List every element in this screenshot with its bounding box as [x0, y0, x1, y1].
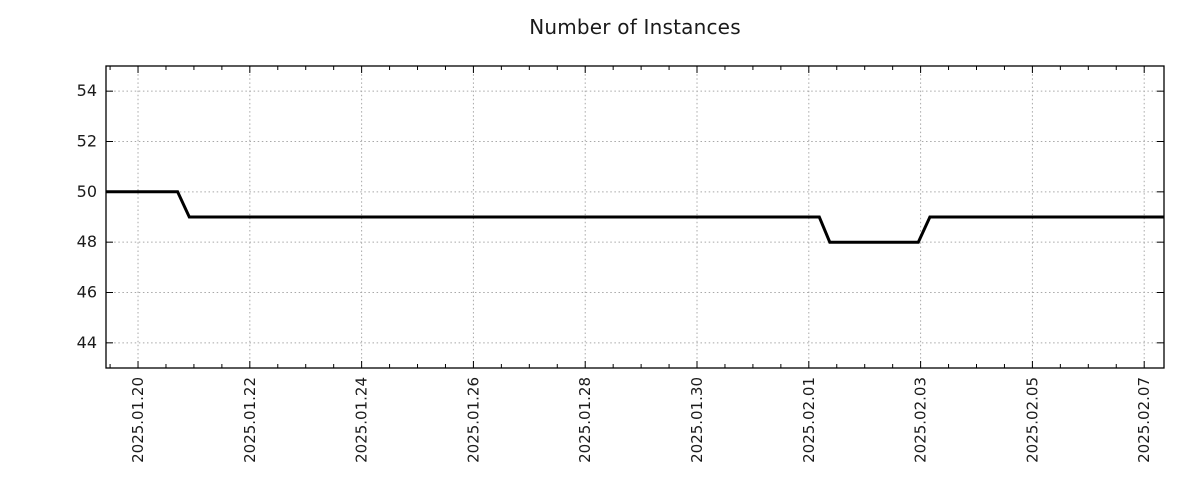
- y-tick-label: 50: [77, 182, 97, 201]
- x-tick-label: 2025.01.24: [353, 377, 371, 463]
- x-tick-label: 2025.01.20: [129, 377, 147, 463]
- x-tick-label: 2025.02.03: [912, 377, 930, 463]
- chart-title: Number of Instances: [529, 15, 741, 39]
- x-tick-label: 2025.01.30: [688, 377, 706, 463]
- x-tick-label: 2025.02.07: [1135, 377, 1153, 463]
- y-tick-label: 46: [77, 283, 97, 302]
- x-tick-label: 2025.02.05: [1023, 377, 1041, 463]
- x-tick-label: 2025.01.26: [464, 377, 482, 463]
- x-tick-label: 2025.02.01: [800, 377, 818, 463]
- x-tick-label: 2025.01.28: [576, 377, 594, 463]
- y-tick-label: 52: [77, 132, 97, 151]
- y-tick-label: 44: [77, 333, 97, 352]
- y-tick-label: 48: [77, 232, 97, 251]
- y-tick-label: 54: [77, 81, 97, 100]
- series-line-instances: [106, 190, 1164, 244]
- x-tick-label: 2025.01.22: [241, 377, 259, 463]
